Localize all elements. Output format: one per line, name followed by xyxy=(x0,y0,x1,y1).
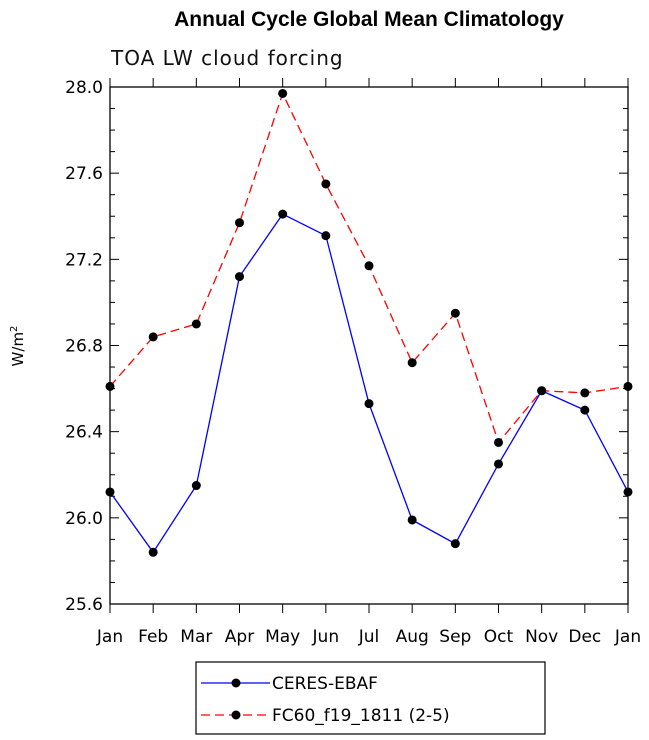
data-point xyxy=(580,405,590,415)
data-point xyxy=(105,487,115,497)
data-point xyxy=(450,539,460,549)
data-point xyxy=(105,381,115,391)
data-point xyxy=(623,487,633,497)
chart-subtitle: TOA LW cloud forcing xyxy=(110,46,344,70)
x-tick-label: Jan xyxy=(614,627,641,647)
x-tick-label: Jan xyxy=(96,627,123,647)
y-axis: 25.6 26.0 26.4 26.8 27.2 27.6 28.0 xyxy=(65,78,628,615)
data-point xyxy=(278,88,288,98)
data-point xyxy=(494,459,503,469)
x-tick-label: Feb xyxy=(138,627,168,647)
data-point xyxy=(321,231,331,241)
series-fc60-f19-1811-2-5- xyxy=(105,88,633,447)
legend-marker xyxy=(231,678,241,688)
data-point xyxy=(537,386,547,396)
y-tick-label: 26.0 xyxy=(65,509,103,529)
data-point xyxy=(191,481,201,491)
x-tick-label: Apr xyxy=(225,627,254,647)
series-ceres-ebaf xyxy=(105,209,633,557)
x-tick-label: Aug xyxy=(396,627,429,647)
x-tick-label: Nov xyxy=(525,627,558,647)
x-tick-label: Jul xyxy=(358,627,380,647)
data-point xyxy=(235,218,244,228)
y-tick-label: 27.2 xyxy=(65,250,103,270)
series-layer xyxy=(105,88,633,557)
data-point xyxy=(407,515,417,525)
data-point xyxy=(278,209,288,219)
data-point xyxy=(148,332,158,342)
chart-title: Annual Cycle Global Mean Climatology xyxy=(174,8,564,31)
x-tick-label: May xyxy=(265,627,300,647)
data-point xyxy=(235,272,244,282)
data-point xyxy=(364,399,374,409)
y-tick-label: 28.0 xyxy=(65,78,103,98)
y-tick-label: 26.8 xyxy=(65,337,103,357)
x-tick-label: Dec xyxy=(568,627,601,647)
legend: CERES-EBAF FC60_f19_1811 (2-5) xyxy=(195,661,546,735)
y-tick-label: 27.6 xyxy=(65,164,103,184)
data-point xyxy=(494,437,503,447)
legend-marker xyxy=(231,710,241,720)
data-point xyxy=(450,308,460,318)
y-axis-label-superscript: 2 xyxy=(9,326,20,332)
x-tick-label: Jun xyxy=(312,627,340,647)
plot-frame xyxy=(109,86,629,605)
y-axis-label-base: W/m xyxy=(9,332,27,367)
legend-box xyxy=(195,661,546,735)
data-point xyxy=(148,547,158,557)
x-tick-label: Mar xyxy=(180,627,212,647)
data-point xyxy=(407,358,417,368)
data-point xyxy=(580,388,590,398)
data-point xyxy=(191,319,201,329)
data-point xyxy=(623,381,633,391)
plot-border xyxy=(109,86,629,605)
y-tick-label: 26.4 xyxy=(65,423,103,443)
data-point xyxy=(364,261,374,271)
x-tick-label: Sep xyxy=(439,627,471,647)
legend-label: FC60_f19_1811 (2-5) xyxy=(272,706,450,726)
data-point xyxy=(321,179,331,189)
x-tick-label: Oct xyxy=(484,627,514,647)
x-axis: Jan Feb Mar Apr May Jun Jul Aug Sep Oct Nov Dec Jan xyxy=(96,78,641,647)
y-axis-label: W/m2 xyxy=(9,326,27,367)
legend-label: CERES-EBAF xyxy=(272,674,378,694)
y-tick-label: 25.6 xyxy=(65,595,103,615)
